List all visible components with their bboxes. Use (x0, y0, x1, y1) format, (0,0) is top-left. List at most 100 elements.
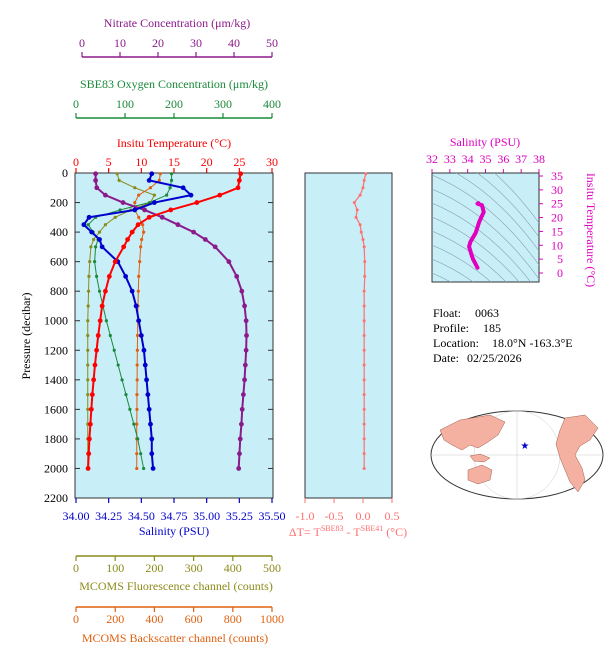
nitrate-point-20 (240, 392, 246, 397)
temperature-point-22 (87, 421, 93, 427)
nitrate-point-18 (242, 362, 248, 368)
pressure-tick-4: 800 (50, 284, 68, 298)
fluorescence-point-17 (86, 348, 90, 352)
salinity-tick-0: 34.00 (63, 509, 90, 523)
salinity-point-21 (146, 406, 152, 412)
pressure-tick-2: 400 (50, 225, 68, 239)
nitrate-axis: Nitrate Concentration (μm/kg) 0 10 20 30 40 5… (79, 16, 278, 58)
oxygen-tick-4: 400 (263, 97, 281, 111)
nitrate-point-12 (234, 274, 240, 279)
temperature-point-20 (89, 392, 95, 397)
backscatter-tick-5: 1000 (260, 612, 284, 626)
temperature-point-1 (236, 177, 242, 183)
backscatter-point-12 (137, 274, 141, 279)
delta-tick-1: -0.5 (325, 509, 344, 523)
ts-salinity-label: Salinity (PSU) (450, 135, 520, 149)
salinity-point-24 (149, 451, 155, 457)
temperature-point-25 (85, 466, 91, 471)
delta-point-23 (362, 437, 366, 441)
oxygen-point-2 (168, 186, 172, 190)
salinity-point-0 (149, 171, 155, 177)
oxygen-point-7 (86, 223, 90, 227)
oxygen-point-20 (124, 392, 128, 397)
fluorescence-point-1 (117, 178, 121, 182)
backscatter-point-24 (135, 452, 139, 456)
oxygen-axis-label: SBE83 Oxygen Concentration (μm/kg) (80, 77, 268, 91)
ts-sal-tick-6: 38 (533, 152, 545, 166)
ts-sal-tick-1: 33 (444, 152, 456, 166)
temperature-point-7 (135, 222, 141, 228)
pressure-tick-6: 1200 (44, 343, 68, 357)
fluorescence-point-7 (103, 223, 107, 227)
temperature-tick-6: 30 (266, 155, 278, 169)
delta-tick-2: 0.0 (356, 509, 371, 523)
salinity-point-7 (81, 222, 87, 228)
map-land-australia (467, 464, 493, 485)
oxygen-point-24 (139, 452, 143, 456)
backscatter-point-0 (158, 172, 162, 176)
nitrate-point-14 (242, 303, 247, 309)
nitrate-point-19 (242, 377, 247, 383)
nitrate-point-23 (237, 436, 243, 442)
delta-point-2 (361, 186, 365, 190)
salinity-axis: 34.00 34.25 34.50 34.75 35.00 35.25 35.50 (63, 498, 286, 523)
temperature-point-13 (103, 288, 108, 294)
temperature-point-5 (168, 207, 174, 213)
oxygen-point-10 (94, 245, 98, 249)
delta-point-0 (364, 172, 368, 176)
oxygen-axis: SBE83 Oxygen Concentration (μm/kg) 0 100 2… (73, 77, 281, 119)
nitrate-point-25 (236, 466, 242, 471)
ts-temp-tick-6: 30 (551, 183, 563, 197)
backscatter-point-1 (157, 178, 161, 182)
oxygen-point-0 (169, 172, 174, 176)
pressure-tick-11: 2200 (44, 491, 68, 505)
salinity-point-23 (149, 436, 155, 442)
backscatter-tick-3: 600 (185, 612, 203, 626)
oxygen-point-1 (169, 178, 174, 182)
backscatter-point-19 (135, 378, 139, 382)
ts-salinity-axis: 32 33 34 35 36 37 38 (426, 152, 545, 173)
temperature-point-10 (121, 244, 127, 250)
oxygen-tick-3: 300 (214, 97, 232, 111)
fluorescence-tick-1: 100 (106, 561, 124, 575)
temperature-point-23 (86, 436, 92, 442)
fluorescence-point-14 (86, 304, 90, 308)
map-land-americas (555, 414, 599, 493)
temperature-point-2 (235, 185, 241, 191)
temperature-point-4 (194, 200, 200, 205)
pressure-axis-label: Pressure (decibar) (19, 293, 33, 380)
nitrate-tick-2: 20 (152, 36, 164, 50)
ts-sal-tick-0: 32 (426, 152, 438, 166)
delta-tick-3: 0.5 (385, 509, 400, 523)
delta-point-25 (362, 466, 366, 470)
nitrate-point-0 (93, 171, 98, 177)
backscatter-axis: 0 200 400 600 800 1000 MCOMS Backscatter chan… (73, 606, 284, 645)
nitrate-point-3 (103, 192, 108, 198)
pressure-tick-7: 1400 (44, 373, 68, 387)
temperature-point-12 (106, 274, 112, 279)
delta-point-16 (362, 334, 366, 337)
temperature-axis: Insitu Temperature (°C) 0 5 10 15 20 25 30 (73, 136, 278, 173)
backscatter-point-8 (142, 230, 146, 234)
delta-point-15 (362, 319, 366, 323)
temperature-point-14 (99, 303, 105, 309)
fluorescence-axis-label: MCOMS Fluorescence channel (counts) (79, 579, 273, 593)
backscatter-point-3 (137, 193, 141, 197)
fluorescence-point-3 (152, 193, 156, 197)
fluorescence-point-0 (115, 172, 119, 176)
pressure-tick-9: 1800 (44, 432, 68, 446)
delta-axis-label: ΔT= TSBE83 - TSBE41 (°C) (289, 524, 407, 539)
delta-point-9 (361, 237, 365, 241)
ts-temp-tick-2: 10 (551, 238, 563, 252)
oxygen-point-19 (120, 378, 124, 382)
fluorescence-point-2 (133, 186, 137, 190)
salinity-point-4 (152, 200, 157, 205)
nitrate-point-13 (239, 288, 245, 294)
delta-point-7 (358, 223, 362, 227)
backscatter-tick-1: 200 (106, 612, 124, 626)
fluorescence-tick-5: 500 (263, 561, 281, 575)
delta-axis: -1.0 -0.5 0.0 0.5 (296, 498, 400, 523)
nitrate-line (94, 173, 248, 469)
backscatter-point-2 (148, 186, 153, 190)
